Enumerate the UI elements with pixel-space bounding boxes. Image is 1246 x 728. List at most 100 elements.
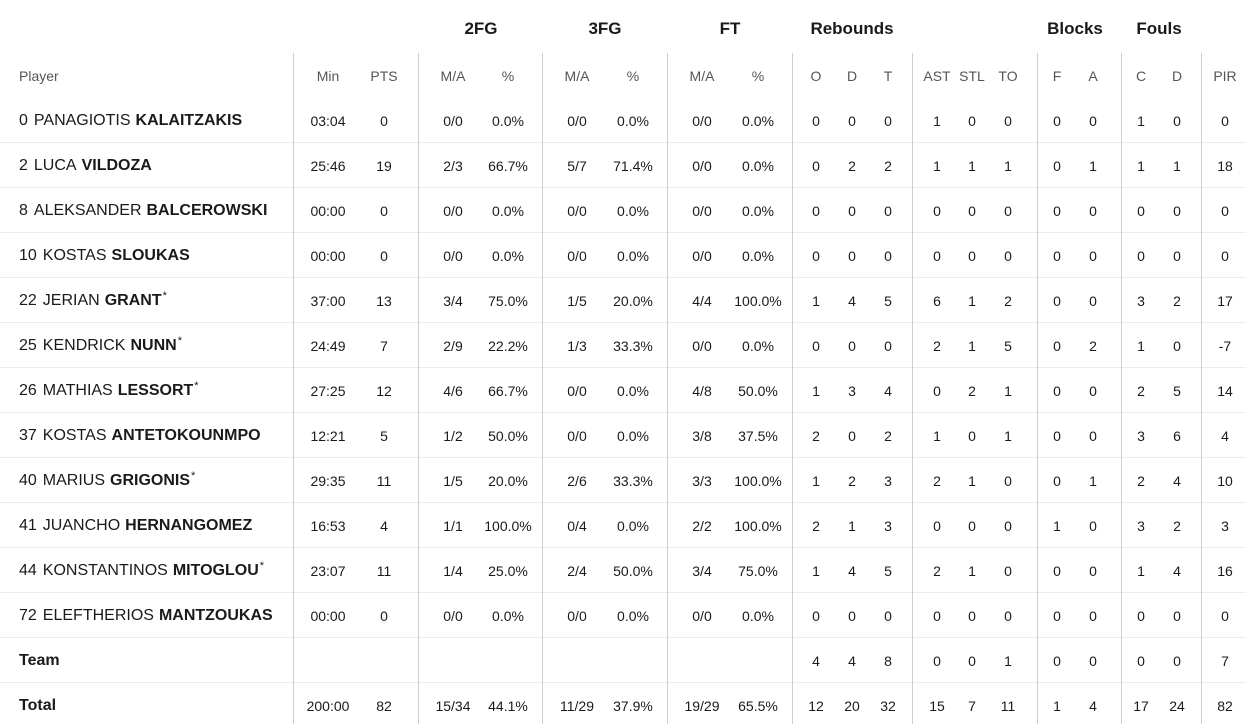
column-fg3-pct[interactable]: %	[626, 67, 640, 84]
player-last-name: NUNN	[130, 336, 177, 354]
cell-blk-f: 0	[1053, 472, 1061, 489]
player-name-cell[interactable]: 44 KONSTANTINOS MITOGLOU *	[19, 548, 264, 593]
cell-reb-d: 0	[848, 337, 856, 354]
cell-fg2-pct: 0.0%	[492, 202, 524, 219]
column-blk-a[interactable]: A	[1088, 67, 1098, 84]
column-min[interactable]: Min	[316, 67, 340, 84]
player-last-name: LESSORT	[117, 381, 194, 399]
column-pir[interactable]: PIR	[1213, 67, 1237, 84]
cell-to: 5	[1004, 337, 1012, 354]
player-last-name: ANTETOKOUNMPO	[111, 426, 261, 444]
column-blk-f[interactable]: F	[1052, 67, 1062, 84]
cell-to: 2	[1004, 292, 1012, 309]
cell-fg3-ma: 1/5	[567, 292, 587, 309]
cell-ft-ma: 0/0	[692, 202, 712, 219]
player-name-cell[interactable]: 10 KOSTAS SLOUKAS	[19, 233, 190, 278]
cell-pts: 5	[380, 427, 388, 444]
column-ast[interactable]: AST	[923, 67, 951, 84]
cell-blk-f: 0	[1053, 562, 1061, 579]
cell-fg3-pct: 71.4%	[613, 157, 653, 174]
cell-stl: 0	[968, 427, 976, 444]
cell-blk-f: 0	[1053, 607, 1061, 624]
cell-min: 23:07	[310, 562, 346, 579]
cell-reb-t: 0	[884, 337, 892, 354]
cell-foul-c: 0	[1137, 247, 1145, 264]
player-last-name: SLOUKAS	[111, 246, 190, 264]
cell-fg2-pct: 20.0%	[488, 472, 528, 489]
cell-ft-ma: 3/4	[692, 562, 712, 579]
player-name-cell[interactable]: 8 ALEKSANDER BALCEROWSKI	[19, 188, 267, 233]
cell-blk-f: 0	[1053, 202, 1061, 219]
cell-to: 0	[1004, 202, 1012, 219]
cell-fg2-pct: 66.7%	[488, 157, 528, 174]
player-name-cell[interactable]: 37 KOSTAS ANTETOKOUNMPO	[19, 413, 261, 458]
column-foul-c[interactable]: C	[1135, 67, 1147, 84]
player-name-cell[interactable]: 2 LUCA VILDOZA	[19, 143, 152, 188]
cell-pir: 3	[1221, 517, 1229, 534]
cell-reb-o: 0	[812, 112, 820, 129]
cell-reb-d: 2	[848, 157, 856, 174]
player-number: 72	[19, 606, 37, 624]
cell-fg3-ma: 0/0	[567, 382, 587, 399]
player-name-cell[interactable]: 41 JUANCHO HERNANGOMEZ	[19, 503, 252, 548]
cell-blk-a: 0	[1089, 292, 1097, 309]
cell-reb-d: 0	[848, 607, 856, 624]
cell-to: 0	[1004, 112, 1012, 129]
player-name-cell[interactable]: 0 PANAGIOTIS KALAITZAKIS	[19, 98, 242, 143]
player-name-cell[interactable]: 26 MATHIAS LESSORT *	[19, 368, 199, 413]
cell-reb-t: 2	[884, 427, 892, 444]
cell-stl: 0	[968, 652, 976, 669]
player-name-cell[interactable]: 22 JERIAN GRANT *	[19, 278, 167, 323]
player-name-cell[interactable]: 72 ELEFTHERIOS MANTZOUKAS	[19, 593, 273, 638]
starter-marker: *	[191, 470, 196, 482]
starter-marker: *	[162, 290, 167, 302]
cell-ft-pct: 0.0%	[742, 337, 774, 354]
cell-foul-d: 2	[1173, 517, 1181, 534]
cell-blk-f: 0	[1053, 157, 1061, 174]
cell-pir: 7	[1221, 652, 1229, 669]
cell-fg3-ma: 0/0	[567, 112, 587, 129]
column-foul-d[interactable]: D	[1171, 67, 1183, 84]
cell-pts: 0	[380, 202, 388, 219]
column-stl[interactable]: STL	[959, 67, 985, 84]
cell-min: 25:46	[310, 157, 346, 174]
column-fg2-pct[interactable]: %	[501, 67, 515, 84]
team-row: Team 4 4 8 0 0 1 0 0 0 0 7	[0, 638, 1246, 683]
cell-reb-o: 1	[812, 472, 820, 489]
column-header-row: Player Min PTS M/A% M/A% M/A% O D T AST STL TO F A C D P…	[0, 53, 1246, 98]
cell-reb-d: 0	[848, 202, 856, 219]
cell-pir: 0	[1221, 607, 1229, 624]
player-name-cell[interactable]: 25 KENDRICK NUNN *	[19, 323, 182, 368]
cell-reb-t: 4	[884, 382, 892, 399]
column-fg2-ma[interactable]: M/A	[440, 67, 466, 84]
player-number: 44	[19, 561, 37, 579]
cell-fg3-pct: 0.0%	[617, 247, 649, 264]
column-to[interactable]: TO	[998, 67, 1018, 84]
cell-reb-o: 1	[812, 562, 820, 579]
cell-reb-d: 20	[844, 697, 860, 714]
column-reb-t[interactable]: T	[883, 67, 893, 84]
player-name-cell[interactable]: 40 MARIUS GRIGONIS *	[19, 458, 195, 503]
cell-fg3-pct: 0.0%	[617, 202, 649, 219]
player-first-name: MATHIAS	[42, 381, 113, 399]
column-reb-d[interactable]: D	[846, 67, 858, 84]
column-player[interactable]: Player	[19, 67, 59, 84]
cell-foul-c: 1	[1137, 562, 1145, 579]
column-divider	[542, 53, 543, 724]
column-pts[interactable]: PTS	[370, 67, 398, 84]
cell-reb-o: 0	[812, 202, 820, 219]
cell-blk-a: 0	[1089, 382, 1097, 399]
starter-marker: *	[259, 560, 265, 572]
cell-reb-o: 2	[812, 427, 820, 444]
cell-ast: 1	[933, 112, 941, 129]
cell-ast: 0	[933, 652, 941, 669]
player-row: 37 KOSTAS ANTETOKOUNMPO 12:21 5 1/2 50.0% 0/0 0.…	[0, 413, 1246, 458]
cell-reb-d: 2	[848, 472, 856, 489]
cell-ast: 0	[933, 517, 941, 534]
column-ft-ma[interactable]: M/A	[689, 67, 715, 84]
cell-fg3-pct: 33.3%	[613, 472, 653, 489]
column-ft-pct[interactable]: %	[751, 67, 765, 84]
column-fg3-ma[interactable]: M/A	[564, 67, 590, 84]
column-reb-o[interactable]: O	[810, 67, 822, 84]
cell-foul-d: 2	[1173, 292, 1181, 309]
